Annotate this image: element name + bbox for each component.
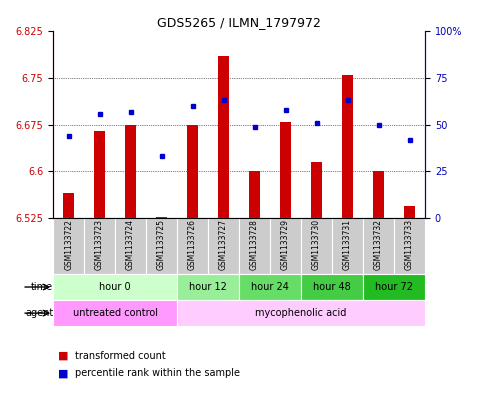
Bar	[125, 125, 136, 218]
Bar	[394, 218, 425, 274]
Text: hour 0: hour 0	[99, 282, 131, 292]
Text: transformed count: transformed count	[75, 351, 166, 361]
Bar	[301, 274, 363, 300]
Bar	[311, 162, 322, 218]
Bar	[84, 218, 115, 274]
Text: hour 12: hour 12	[189, 282, 227, 292]
Bar	[53, 300, 177, 326]
Bar	[53, 218, 84, 274]
Text: ■: ■	[58, 368, 69, 378]
Bar	[332, 218, 363, 274]
Text: percentile rank within the sample: percentile rank within the sample	[75, 368, 240, 378]
Text: GSM1133723: GSM1133723	[95, 219, 104, 270]
Bar	[249, 171, 260, 218]
Text: agent: agent	[25, 308, 53, 318]
Text: GSM1133722: GSM1133722	[64, 219, 73, 270]
Text: GSM1133733: GSM1133733	[405, 219, 414, 270]
Bar	[115, 218, 146, 274]
Bar	[177, 218, 208, 274]
Bar	[280, 121, 291, 218]
Text: GSM1133727: GSM1133727	[219, 219, 228, 270]
Bar	[301, 218, 332, 274]
Text: hour 24: hour 24	[251, 282, 289, 292]
Text: GSM1133725: GSM1133725	[157, 219, 166, 270]
Text: mycophenolic acid: mycophenolic acid	[256, 308, 347, 318]
Title: GDS5265 / ILMN_1797972: GDS5265 / ILMN_1797972	[157, 16, 321, 29]
Bar	[94, 131, 105, 218]
Bar	[218, 56, 229, 218]
Bar	[342, 75, 353, 218]
Text: GSM1133724: GSM1133724	[126, 219, 135, 270]
Bar	[373, 171, 384, 218]
Bar	[63, 193, 74, 218]
Text: GSM1133731: GSM1133731	[343, 219, 352, 270]
Bar	[208, 218, 239, 274]
Bar	[270, 218, 301, 274]
Bar	[156, 217, 167, 218]
Bar	[239, 274, 301, 300]
Text: ■: ■	[58, 351, 69, 361]
Bar	[177, 274, 239, 300]
Bar	[177, 300, 425, 326]
Bar	[187, 125, 198, 218]
Text: GSM1133728: GSM1133728	[250, 219, 259, 270]
Text: GSM1133729: GSM1133729	[281, 219, 290, 270]
Bar	[363, 218, 394, 274]
Bar	[239, 218, 270, 274]
Text: GSM1133726: GSM1133726	[188, 219, 197, 270]
Text: hour 72: hour 72	[375, 282, 413, 292]
Text: time: time	[31, 282, 53, 292]
Text: GSM1133732: GSM1133732	[374, 219, 383, 270]
Bar	[363, 274, 425, 300]
Bar	[404, 206, 415, 218]
Text: GSM1133730: GSM1133730	[312, 219, 321, 270]
Text: hour 48: hour 48	[313, 282, 351, 292]
Text: untreated control: untreated control	[72, 308, 157, 318]
Bar	[53, 274, 177, 300]
Bar	[146, 218, 177, 274]
